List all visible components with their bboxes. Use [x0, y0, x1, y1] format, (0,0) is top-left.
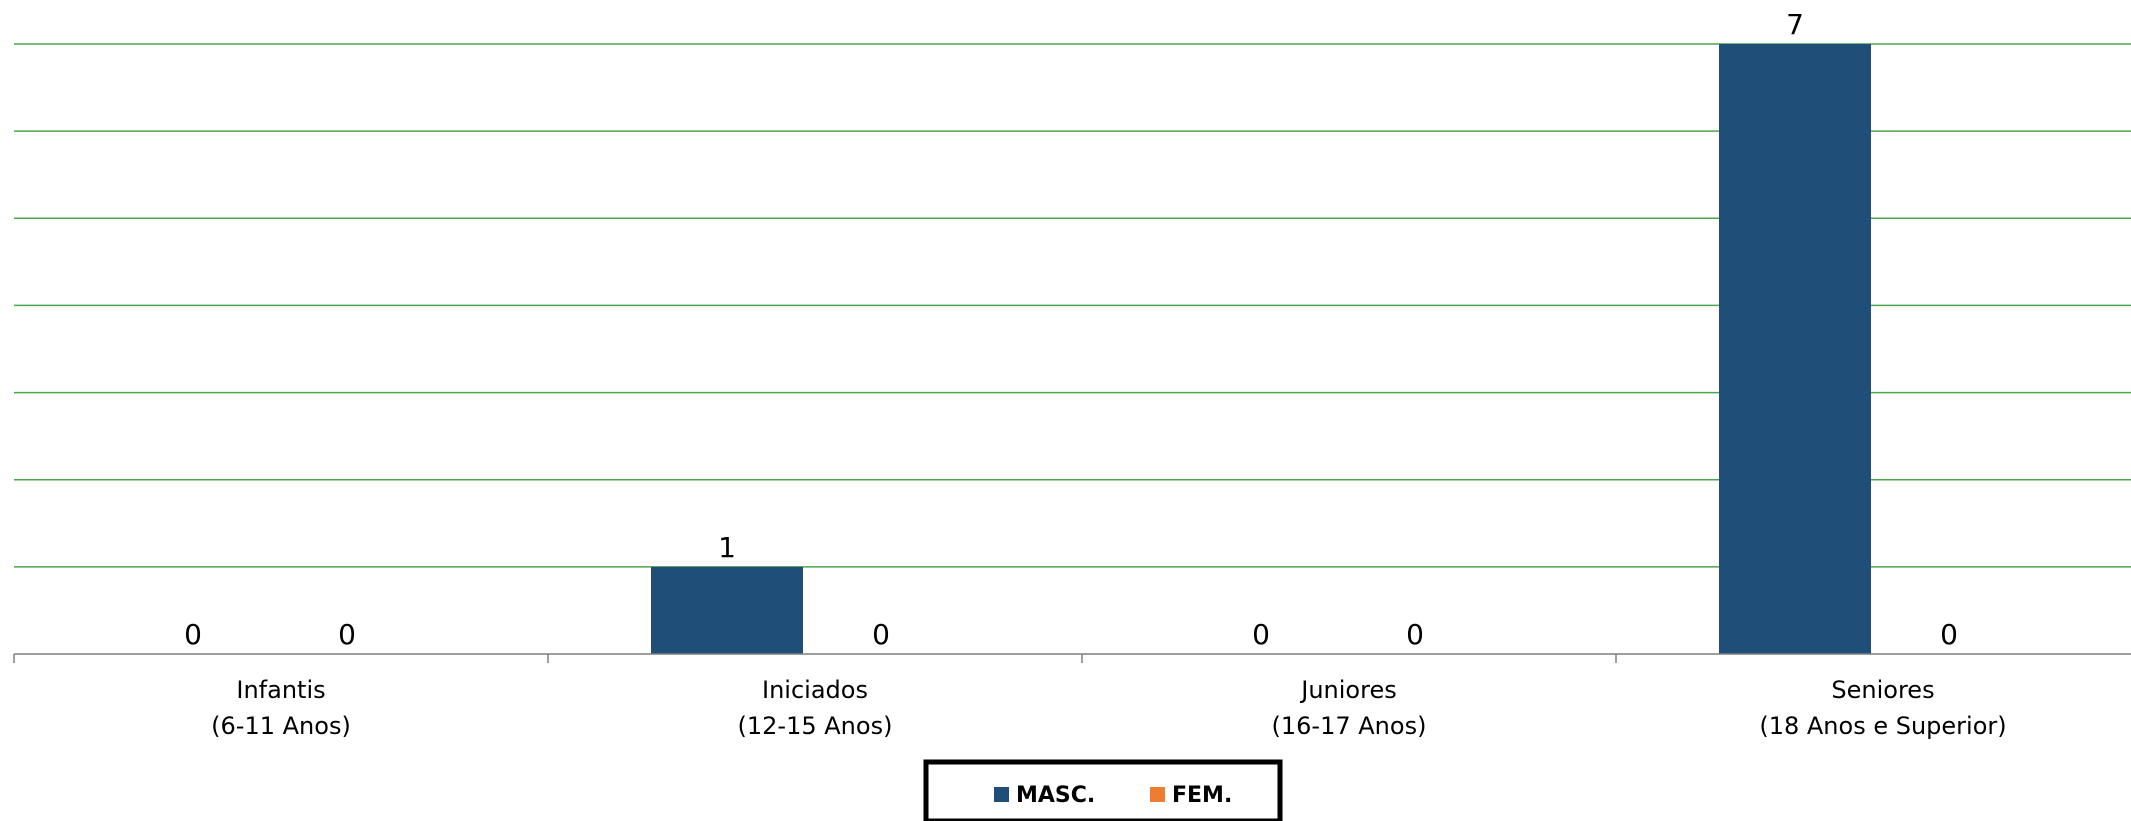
- data-label: 0: [1406, 618, 1424, 651]
- legend-swatch-fem: [1150, 787, 1165, 802]
- x-tick-label: Iniciados (12-15 Anos): [738, 676, 893, 740]
- data-labels: 0 0 1 0 0 0 7 0: [184, 8, 1958, 651]
- legend: MASC. FEM.: [923, 759, 1283, 821]
- x-axis: [13, 653, 2131, 663]
- x-tick-label: Juniores (16-17 Anos): [1272, 676, 1427, 740]
- data-label: 7: [1786, 8, 1804, 41]
- data-label: 0: [184, 618, 202, 651]
- data-label: 0: [1940, 618, 1958, 651]
- legend-label-masc: MASC.: [1016, 783, 1095, 808]
- data-label: 0: [338, 618, 356, 651]
- x-tick-label: Seniores (18 Anos e Superior): [1759, 676, 2006, 740]
- bar: [651, 566, 803, 654]
- data-label: 0: [872, 618, 890, 651]
- legend-label-fem: FEM.: [1172, 783, 1232, 808]
- x-tick-label: Infantis (6-11 Anos): [211, 676, 351, 740]
- x-tick-labels: Infantis (6-11 Anos) Iniciados (12-15 Anos)…: [211, 676, 2006, 740]
- bars: [651, 44, 1871, 654]
- gridlines: [14, 43, 2131, 568]
- data-label: 0: [1252, 618, 1270, 651]
- legend-swatch-masc: [994, 787, 1009, 802]
- bar: [1719, 44, 1871, 654]
- legend-frame: [923, 759, 1283, 821]
- data-label: 1: [718, 531, 736, 564]
